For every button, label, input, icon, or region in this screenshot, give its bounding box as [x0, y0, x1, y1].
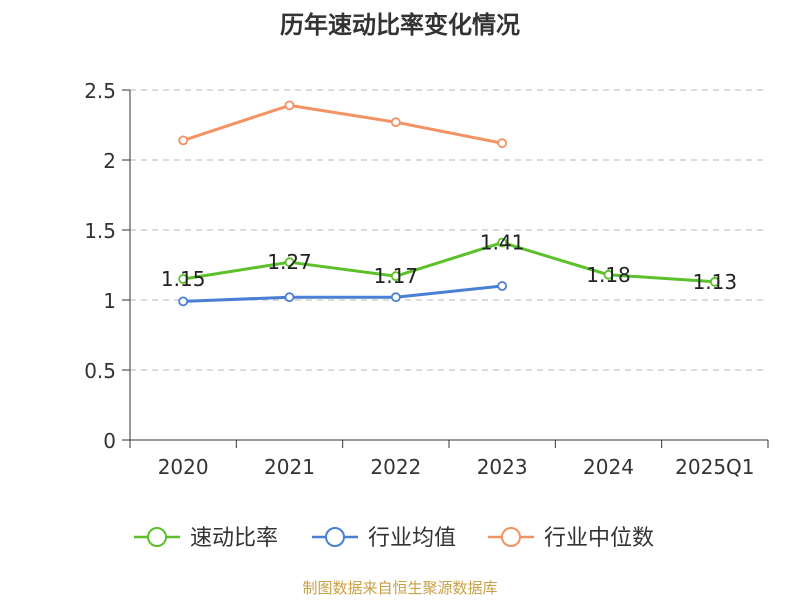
- series-group: 1.15 1.27 1.17 1.41 1.18 1.13: [161, 100, 737, 307]
- grid-lines: [130, 89, 768, 371]
- data-label: 1.15: [161, 267, 206, 291]
- x-tick-label: 2025Q1: [675, 455, 754, 479]
- legend-item-1[interactable]: 速动比率: [134, 526, 278, 551]
- y-tick-label: 1.5: [84, 219, 116, 243]
- data-point[interactable]: [603, 269, 614, 280]
- data-label: 1.13: [693, 270, 738, 294]
- data-point[interactable]: [390, 292, 401, 303]
- axes: 0 0.5 1 1.5 2 2.5 2020 2021 2022 2023 2024 2025Q1: [84, 79, 769, 479]
- x-tick-label: 2020: [158, 455, 209, 479]
- x-tick-label: 2024: [583, 455, 634, 479]
- data-label: 1.41: [480, 231, 525, 255]
- legend-marker: [325, 527, 345, 547]
- legend-item-2[interactable]: 行业均值: [312, 526, 456, 551]
- data-point[interactable]: [178, 296, 189, 307]
- series-2: [178, 281, 508, 307]
- legend-label: 速动比率: [190, 526, 278, 551]
- data-point[interactable]: [390, 117, 401, 128]
- legend-item-3[interactable]: 行业中位数: [488, 526, 654, 551]
- y-tick-label: 2: [103, 149, 116, 173]
- data-point[interactable]: [497, 281, 508, 291]
- legend-marker: [501, 527, 521, 547]
- data-point[interactable]: [284, 100, 295, 111]
- series-line: [182, 103, 503, 145]
- data-point[interactable]: [390, 271, 401, 282]
- legend-label: 行业均值: [368, 526, 456, 551]
- x-tick-label: 2022: [370, 455, 421, 479]
- legend[interactable]: 速动比率 行业均值 行业中位数: [134, 526, 654, 551]
- y-tick-label: 2.5: [84, 79, 116, 103]
- data-point[interactable]: [497, 237, 508, 248]
- data-point[interactable]: [284, 257, 295, 268]
- y-tick-label: 1: [103, 289, 116, 313]
- data-label: 1.18: [586, 263, 631, 287]
- series-3: [178, 100, 508, 149]
- series-line: [182, 241, 715, 284]
- line-chart: 历年速动比率变化情况 0 0.5 1 1.5 2 2.5 2020 2021 2022 2023 2…: [84, 11, 769, 551]
- data-label: 1.27: [267, 250, 312, 274]
- data-point[interactable]: [497, 138, 508, 149]
- series-line: [183, 284, 503, 303]
- data-point[interactable]: [178, 274, 189, 284]
- series-1: 1.15 1.27 1.17 1.41 1.18 1.13: [161, 231, 737, 294]
- data-point[interactable]: [284, 292, 295, 303]
- data-point[interactable]: [709, 276, 720, 287]
- data-source-note: 制图数据来自恒生聚源数据库: [302, 579, 498, 597]
- data-point[interactable]: [178, 135, 189, 146]
- chart-title: 历年速动比率变化情况: [280, 11, 520, 39]
- x-tick-label: 2023: [477, 455, 528, 479]
- y-tick-label: 0: [103, 429, 116, 453]
- x-tick-label: 2021: [264, 455, 315, 479]
- legend-label: 行业中位数: [544, 526, 654, 551]
- legend-marker: [147, 527, 167, 547]
- data-label: 1.17: [374, 264, 419, 288]
- y-tick-label: 0.5: [84, 359, 116, 383]
